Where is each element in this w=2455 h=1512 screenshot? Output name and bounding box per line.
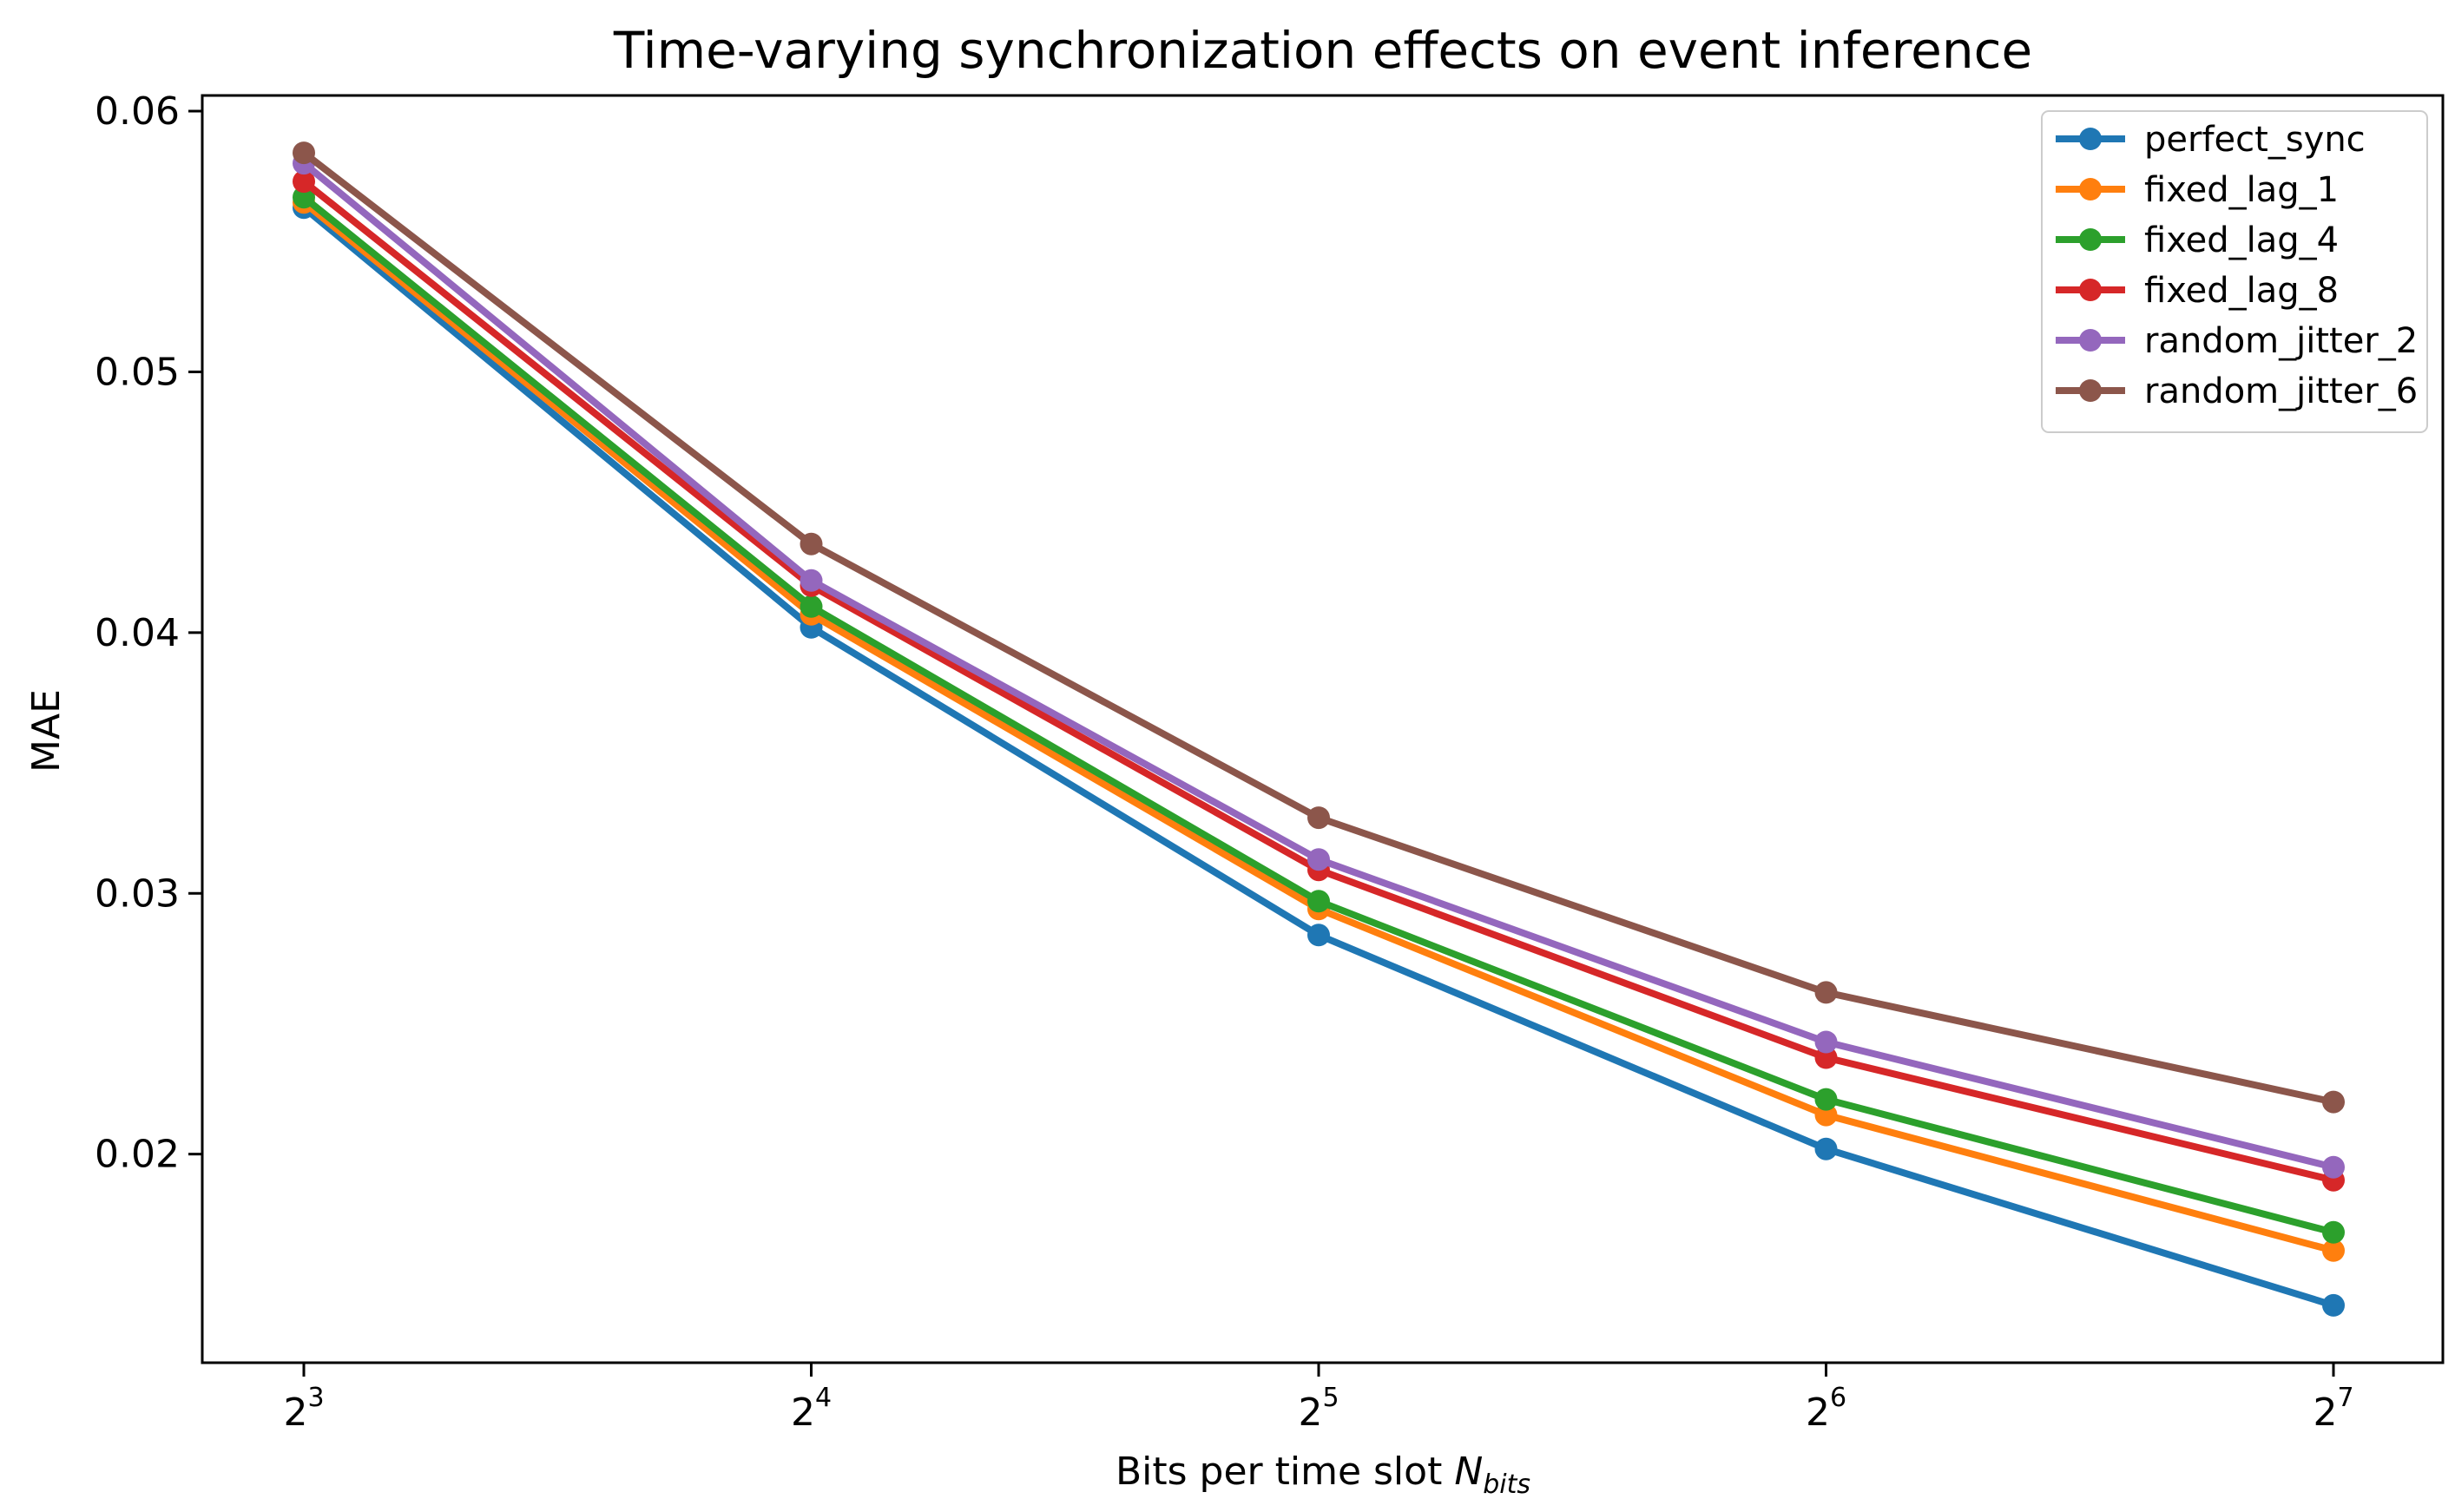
x-tick-label: 27 (2313, 1383, 2353, 1435)
y-tick-label: 0.02 (95, 1133, 180, 1177)
x-tick-base: 2 (1298, 1390, 1322, 1435)
data-point-random_jitter_2-4 (2322, 1155, 2345, 1179)
data-point-random_jitter_2-3 (1814, 1030, 1838, 1054)
legend: perfect_sync fixed_lag_1 fixed_lag_4 fixed_… (2041, 110, 2428, 433)
x-axis-label-subscript: bits (1483, 1469, 1530, 1500)
y-tick-label: 0.06 (95, 89, 180, 134)
legend-marker (2079, 379, 2102, 402)
data-point-fixed_lag_4-0 (293, 186, 315, 209)
series-layer (293, 141, 2345, 1317)
data-point-random_jitter_6-2 (1307, 806, 1330, 830)
legend-box (2041, 110, 2428, 433)
data-point-fixed_lag_8-0 (293, 170, 315, 194)
x-tick-base: 2 (283, 1390, 307, 1435)
x-tick-label: 25 (1298, 1383, 1339, 1435)
x-tick-label: 23 (283, 1383, 324, 1435)
legend-label: perfect_sync (2144, 120, 2366, 160)
legend-marker (2079, 279, 2102, 301)
legend-item-random_jitter_2: random_jitter_2 (2056, 321, 2418, 361)
legend-label: fixed_lag_8 (2144, 271, 2339, 311)
x-tick-exponent: 7 (2337, 1383, 2353, 1413)
legend-item-random_jitter_6: random_jitter_6 (2056, 371, 2418, 411)
x-tick-exponent: 5 (1322, 1383, 1339, 1413)
legend-marker (2079, 128, 2102, 150)
y-tick-label: 0.04 (95, 611, 180, 655)
x-axis: 23 24 25 26 27 (283, 1363, 2354, 1435)
chart-title: Time-varying synchronization effects on … (613, 21, 2032, 80)
legend-label: random_jitter_2 (2144, 321, 2418, 361)
data-point-perfect_sync-2 (1307, 924, 1330, 947)
x-tick-exponent: 3 (307, 1383, 324, 1413)
legend-marker (2079, 228, 2102, 251)
x-tick-base: 2 (1806, 1390, 1830, 1435)
legend-item-fixed_lag_4: fixed_lag_4 (2056, 220, 2339, 260)
x-tick-exponent: 6 (1830, 1383, 1846, 1413)
data-point-fixed_lag_4-1 (800, 595, 823, 618)
x-tick-label: 24 (791, 1383, 832, 1435)
series-fixed_lag_4 (293, 186, 2345, 1244)
legend-item-perfect_sync: perfect_sync (2056, 120, 2366, 160)
legend-item-fixed_lag_8: fixed_lag_8 (2056, 271, 2339, 311)
data-point-perfect_sync-3 (1814, 1137, 1838, 1160)
series-random_jitter_6 (293, 141, 2345, 1114)
data-point-fixed_lag_1-3 (1814, 1103, 1838, 1127)
x-tick-base: 2 (2313, 1390, 2337, 1435)
data-point-random_jitter_6-3 (1814, 981, 1838, 1004)
data-point-perfect_sync-4 (2322, 1293, 2345, 1317)
x-tick-base: 2 (791, 1390, 815, 1435)
x-tick-exponent: 4 (815, 1383, 832, 1413)
series-random_jitter_2 (293, 152, 2345, 1179)
y-tick-label: 0.05 (95, 350, 180, 394)
y-axis: 0.02 0.03 0.04 0.05 0.06 (95, 89, 202, 1177)
plot-frame (201, 94, 2445, 1364)
data-point-fixed_lag_4-4 (2322, 1220, 2345, 1244)
legend-item-fixed_lag_1: fixed_lag_1 (2056, 170, 2339, 210)
data-point-fixed_lag_4-3 (1814, 1088, 1838, 1111)
legend-label: fixed_lag_1 (2144, 170, 2339, 210)
x-axis-label-symbol: N (1454, 1450, 1483, 1494)
data-point-random_jitter_2-2 (1307, 848, 1330, 871)
legend-label: fixed_lag_4 (2144, 220, 2339, 260)
y-axis-label: MAE (24, 689, 69, 772)
data-point-fixed_lag_8-3 (1814, 1046, 1838, 1069)
y-tick-label: 0.03 (95, 871, 180, 916)
data-point-fixed_lag_1-4 (2322, 1239, 2345, 1262)
x-axis-label: Bits per time slot Nbits (1116, 1450, 1530, 1500)
data-point-fixed_lag_4-2 (1307, 890, 1330, 913)
legend-marker (2079, 178, 2102, 201)
data-point-random_jitter_6-0 (293, 141, 315, 165)
data-point-random_jitter_2-1 (800, 569, 823, 592)
data-point-random_jitter_6-4 (2322, 1090, 2345, 1114)
data-point-random_jitter_6-1 (800, 532, 823, 555)
legend-label: random_jitter_6 (2144, 371, 2418, 411)
x-axis-label-text: Bits per time slot (1116, 1450, 1454, 1494)
x-tick-label: 26 (1806, 1383, 1846, 1435)
legend-marker (2079, 329, 2102, 352)
